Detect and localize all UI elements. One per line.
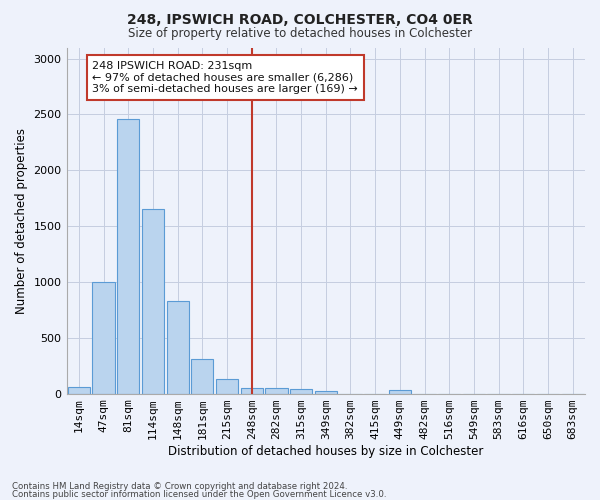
Bar — [191, 359, 214, 394]
Bar — [117, 119, 139, 394]
Text: Contains public sector information licensed under the Open Government Licence v3: Contains public sector information licen… — [12, 490, 386, 499]
Bar — [92, 282, 115, 394]
Bar — [290, 389, 312, 394]
Text: Contains HM Land Registry data © Crown copyright and database right 2024.: Contains HM Land Registry data © Crown c… — [12, 482, 347, 491]
Bar — [314, 392, 337, 394]
Text: 248 IPSWICH ROAD: 231sqm
← 97% of detached houses are smaller (6,286)
3% of semi: 248 IPSWICH ROAD: 231sqm ← 97% of detach… — [92, 61, 358, 94]
Bar — [167, 301, 189, 394]
Bar — [241, 388, 263, 394]
Bar — [68, 387, 90, 394]
Text: Size of property relative to detached houses in Colchester: Size of property relative to detached ho… — [128, 28, 472, 40]
Bar — [216, 379, 238, 394]
Text: 248, IPSWICH ROAD, COLCHESTER, CO4 0ER: 248, IPSWICH ROAD, COLCHESTER, CO4 0ER — [127, 12, 473, 26]
X-axis label: Distribution of detached houses by size in Colchester: Distribution of detached houses by size … — [168, 444, 484, 458]
Bar — [389, 390, 411, 394]
Bar — [265, 388, 287, 394]
Bar — [142, 210, 164, 394]
Y-axis label: Number of detached properties: Number of detached properties — [15, 128, 28, 314]
